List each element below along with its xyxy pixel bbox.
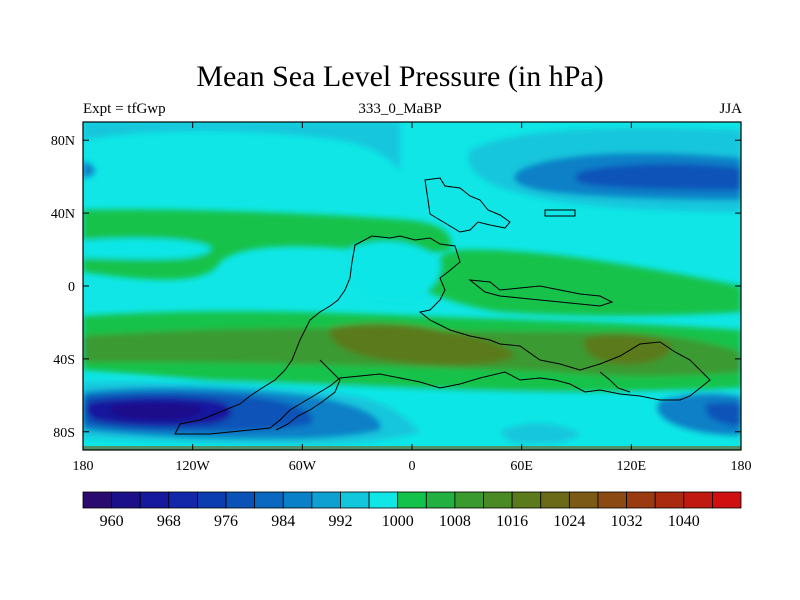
lat-tick-label: 80N xyxy=(51,134,75,149)
coastline-north-block xyxy=(424,177,511,233)
field-n-pacific-light-blue xyxy=(83,122,400,172)
coastline-west-inner xyxy=(275,359,341,431)
coastline-north-strip xyxy=(544,209,576,217)
lon-tick-label: 180 xyxy=(73,459,94,474)
lon-tick-label: 180 xyxy=(731,459,752,474)
colorbar-swatch xyxy=(397,491,427,509)
lon-tick-label: 60E xyxy=(510,459,533,474)
map-title: Mean Sea Level Pressure (in hPa) xyxy=(196,60,604,93)
colorbar-label: 1008 xyxy=(439,513,471,530)
colorbar-swatch xyxy=(483,491,513,509)
field-s-darkest-core xyxy=(110,403,201,420)
colorbar-swatch xyxy=(340,491,370,509)
field-s-brown-high-2 xyxy=(584,334,671,365)
coastline-central-landmass xyxy=(174,235,711,435)
colorbar-swatch xyxy=(254,491,284,509)
field-n-west-blue xyxy=(83,162,95,178)
colorbar-label: 1040 xyxy=(668,513,700,530)
colorbar-swatch xyxy=(197,491,227,509)
colorbar-swatch xyxy=(540,491,570,509)
lat-tick-label: 40S xyxy=(53,353,75,368)
colorbar-swatch xyxy=(168,491,198,509)
lon-tick-label: 120E xyxy=(617,459,647,474)
colorbar-swatch xyxy=(683,491,713,509)
colorbar-swatch xyxy=(654,491,685,509)
colorbar-swatch xyxy=(711,491,742,509)
lat-tick-label: 80S xyxy=(53,426,75,441)
time-label: 333_0_MaBP xyxy=(358,101,442,117)
experiment-label: Expt = tfGwp xyxy=(83,101,166,117)
colorbar-label: 960 xyxy=(100,513,124,530)
colorbar-swatch xyxy=(568,491,599,509)
colorbar-swatch xyxy=(311,491,341,509)
colorbar-swatch xyxy=(368,491,399,509)
lon-tick-label: 120W xyxy=(176,459,211,474)
colorbar-swatch xyxy=(225,491,256,509)
season-label: JJA xyxy=(719,101,742,117)
field-africa-cyan xyxy=(350,241,441,302)
colorbar-swatch xyxy=(454,491,484,509)
colorbar-label: 992 xyxy=(328,513,352,530)
field-n-asia-darkblue xyxy=(575,163,741,190)
colorbar xyxy=(82,491,742,509)
colorbar-swatch xyxy=(511,491,542,509)
colorbar-swatch xyxy=(626,491,656,509)
colorbar-swatch xyxy=(139,491,170,509)
colorbar-labels: 960 968 976 984 992 1000 1008 1016 1024 1032 1040 xyxy=(100,513,700,530)
coastlines xyxy=(174,177,711,435)
lon-tick-label: 0 xyxy=(409,459,416,474)
field-n-mid-cyan-gap xyxy=(83,238,212,260)
colorbar-label: 968 xyxy=(157,513,181,530)
colorbar-label: 1024 xyxy=(553,513,585,530)
colorbar-swatch xyxy=(597,491,627,509)
colorbar-swatch xyxy=(282,491,313,509)
colorbar-swatch xyxy=(425,491,456,509)
colorbar-label: 1032 xyxy=(611,513,643,530)
lon-axis: 180 120W 60W 0 60E 120E 180 xyxy=(73,122,752,474)
pressure-field xyxy=(83,122,741,450)
colorbar-swatch xyxy=(82,491,113,509)
colorbar-label: 976 xyxy=(214,513,238,530)
field-s-brown-high-1 xyxy=(329,323,515,366)
field-n-mid-green xyxy=(83,209,451,280)
colorbar-swatch xyxy=(111,491,141,509)
field-se-blue xyxy=(705,402,741,426)
lat-axis: 80N 40N 0 40S 80S xyxy=(51,134,741,441)
lat-tick-label: 40N xyxy=(51,207,75,222)
field-east-green xyxy=(420,249,741,316)
field-s-pole-lightblue xyxy=(500,423,580,444)
coastline-east-inner xyxy=(599,371,631,393)
colorbar-label: 984 xyxy=(271,513,295,530)
colorbar-label: 1000 xyxy=(382,513,414,530)
lon-tick-label: 60W xyxy=(289,459,317,474)
lat-tick-label: 0 xyxy=(68,280,75,295)
colorbar-label: 1016 xyxy=(496,513,528,530)
coastline-north-east-islands xyxy=(468,279,614,307)
